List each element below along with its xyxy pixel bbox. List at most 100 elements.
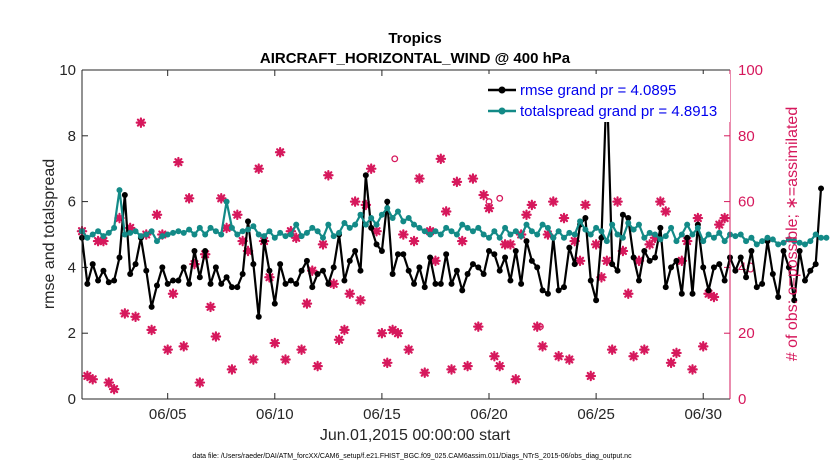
totalspread-point	[577, 218, 584, 225]
obs-assimilated-point	[622, 288, 634, 300]
rmse-point	[212, 264, 219, 271]
obs-assimilated-point	[124, 222, 136, 234]
rmse-point	[780, 247, 787, 254]
totalspread-point	[389, 215, 396, 222]
rmse-point	[716, 261, 723, 268]
totalspread-point	[266, 228, 273, 235]
rmse-point	[700, 264, 707, 271]
rmse-point	[480, 270, 487, 277]
totalspread-point	[560, 234, 567, 241]
totalspread-point	[764, 234, 771, 241]
totalspread-point	[261, 233, 268, 240]
totalspread-point	[282, 233, 289, 240]
obs-assimilated-point	[194, 377, 206, 388]
rmse-point	[132, 261, 139, 268]
totalspread-point	[796, 239, 803, 246]
totalspread-point	[544, 224, 551, 231]
totalspread-point	[453, 231, 460, 238]
obs-assimilated-point	[226, 364, 238, 375]
totalspread-point	[705, 231, 712, 238]
obs-assimilated-point	[306, 265, 318, 276]
rmse-point	[619, 211, 626, 218]
totalspread-point	[352, 221, 359, 228]
series-layer	[78, 77, 830, 395]
y-right-tick-label: 60	[738, 194, 755, 211]
obs-assimilated-point	[489, 350, 500, 362]
totalspread-point	[748, 234, 755, 241]
obs-assimilated-point	[280, 354, 291, 365]
legend: rmse grand pr = 4.0895 totalspread grand…	[480, 74, 730, 122]
totalspread-point	[432, 228, 439, 235]
totalspread-point	[127, 229, 134, 236]
obs-assimilated-point	[601, 255, 613, 267]
rmse-point	[111, 277, 118, 284]
totalspread-point	[807, 238, 814, 245]
totalspread-point	[148, 228, 155, 235]
plot-frame	[81, 69, 731, 400]
obs-assimilated-point	[606, 344, 618, 355]
totalspread-point	[550, 234, 557, 241]
obs-assimilated-point	[376, 327, 388, 339]
rmse-point	[448, 280, 455, 287]
obs-assimilated-point	[703, 288, 714, 300]
obs-assimilated-point	[617, 245, 629, 257]
obs-assimilated-point	[419, 367, 431, 378]
obs-assimilated-point	[446, 364, 457, 375]
totalspread-point	[491, 228, 498, 235]
totalspread-point	[277, 229, 284, 236]
totalspread-point	[137, 233, 144, 240]
totalspread-point	[298, 233, 305, 240]
rmse-point	[662, 284, 669, 291]
obs-assimilated-point	[205, 301, 216, 313]
obs-assimilated-point	[424, 225, 436, 237]
totalspread-point	[271, 234, 278, 241]
rmse-point	[277, 261, 284, 268]
rmse-point	[116, 254, 123, 261]
x-tick-label: 06/20	[470, 406, 508, 423]
totalspread-point	[303, 229, 310, 236]
totalspread-point	[400, 218, 407, 225]
rmse-point	[518, 280, 525, 287]
totalspread-point	[411, 221, 418, 228]
totalspread-point	[330, 233, 337, 240]
rmse-point	[689, 290, 696, 297]
obs-assimilated-point	[242, 245, 254, 257]
rmse-point	[105, 279, 112, 286]
obs-assimilated-point	[290, 232, 302, 244]
obs-assimilated-point	[467, 173, 479, 184]
totalspread-point	[646, 229, 653, 236]
axis-ticks: 06/05 06/10 06/15 06/20 06/25 06/300246810020…	[59, 62, 763, 423]
rmse-point	[384, 198, 391, 205]
obs-assimilated-point	[708, 291, 720, 303]
y-right-tick-label: 20	[738, 325, 755, 342]
y-axis-label: rmse and totalspread	[41, 159, 58, 309]
y-right-tick-label: 80	[738, 128, 755, 145]
rmse-point	[223, 274, 230, 281]
rmse-point	[775, 294, 782, 301]
totalspread-point	[373, 221, 380, 228]
obs-assimilated-point	[462, 360, 473, 372]
totalspread-point	[635, 221, 642, 228]
totalspread-point	[121, 231, 128, 238]
legend-marker-rmse	[498, 86, 506, 94]
totalspread-point	[566, 229, 573, 236]
totalspread-point	[427, 231, 434, 238]
totalspread-point	[405, 215, 412, 222]
totalspread-point	[234, 231, 241, 238]
y-tick-label: 0	[68, 391, 76, 408]
obs-assimilated-point	[248, 354, 259, 365]
totalspread-point	[507, 231, 514, 238]
totalspread-point	[486, 234, 493, 241]
rmse-point	[652, 254, 659, 261]
obs-assimilated-point	[580, 199, 591, 211]
totalspread-point	[582, 226, 589, 233]
totalspread-point	[143, 231, 150, 238]
rmse-point	[432, 280, 439, 287]
rmse-point	[287, 277, 294, 284]
totalspread-point	[662, 233, 669, 240]
totalspread-point	[614, 231, 621, 238]
obs-assimilated-point	[146, 324, 157, 336]
obs-assimilated-point	[371, 225, 382, 237]
rmse-point	[582, 215, 589, 222]
totalspread-point	[678, 231, 685, 238]
